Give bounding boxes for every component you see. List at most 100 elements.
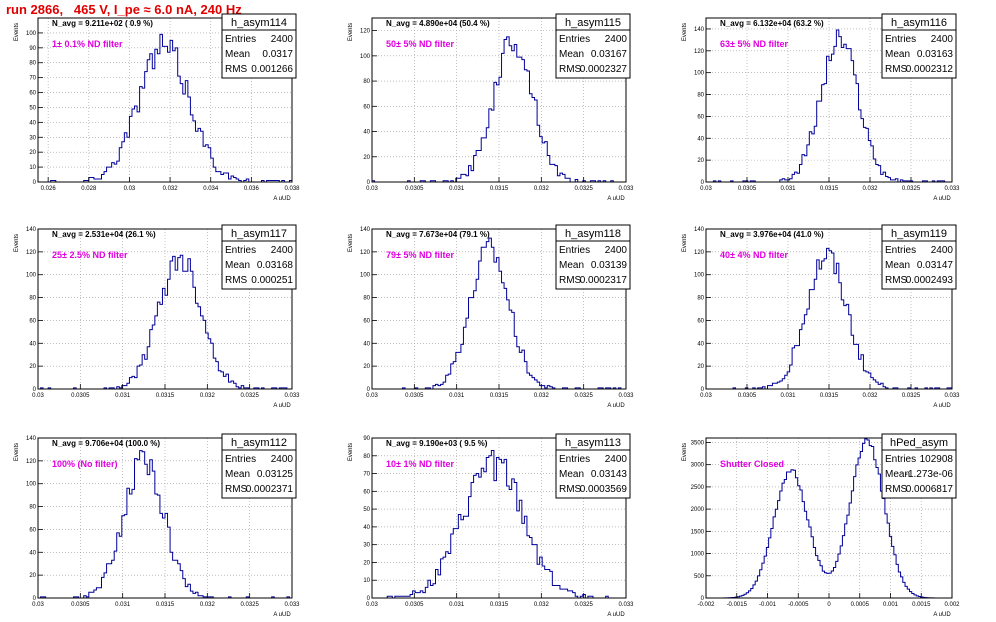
- y-tick-label: 0: [701, 596, 705, 602]
- stat-value: 2400: [271, 454, 294, 465]
- x-tick-label: 0.036: [244, 186, 260, 192]
- y-tick-label: 3000: [691, 463, 705, 469]
- histogram-name: h_asym116: [891, 17, 947, 29]
- y-tick-label: 40: [697, 136, 704, 142]
- stat-value: 102908: [920, 454, 954, 465]
- navg-label: N_avg = 4.890e+04 (50.4 %): [386, 19, 490, 28]
- x-tick-label: 0.031: [115, 602, 131, 608]
- x-tick-label: 0.03: [124, 186, 136, 192]
- x-tick-label: 0.0315: [820, 393, 839, 399]
- stat-box: [881, 224, 957, 290]
- stat-label: Entries: [559, 245, 590, 256]
- histogram-panel: 0.03 0.0305 0.031 0.0315 0.032 0.0325 0.033 0 20…: [682, 224, 960, 409]
- stat-label: RMS: [225, 484, 248, 495]
- x-axis-title: A uUD: [607, 196, 625, 202]
- histogram-name: h_asym112: [231, 437, 287, 449]
- histogram-name: h_asym115: [565, 17, 621, 29]
- histogram-bars: [372, 449, 626, 599]
- histogram-bars: [38, 33, 293, 183]
- y-tick-label: 10: [29, 165, 36, 171]
- histogram-panel: 0.03 0.0305 0.031 0.0315 0.032 0.0325 0.033 0 20…: [14, 224, 300, 409]
- y-tick-label: 60: [29, 91, 36, 97]
- y-tick-label: 120: [26, 250, 37, 256]
- stat-label: RMS: [885, 275, 908, 286]
- y-tick-label: 140: [694, 27, 705, 33]
- y-tick-label: 20: [363, 364, 370, 370]
- y-tick-label: 20: [697, 158, 704, 164]
- x-tick-label: -0.002: [697, 602, 715, 608]
- x-tick-label: 0.033: [618, 602, 634, 608]
- x-tick-label: 0.0325: [240, 602, 259, 608]
- x-tick-label: 0.033: [284, 393, 300, 399]
- x-tick-label: 0.0325: [574, 393, 593, 399]
- histogram-panel: 0.03 0.0305 0.031 0.0315 0.032 0.0325 0.033 0 20…: [348, 224, 634, 409]
- y-tick-label: 100: [694, 71, 705, 77]
- plot-frame: [37, 17, 293, 183]
- y-axis-title: Events: [348, 234, 354, 252]
- x-tick-label: 0: [827, 602, 831, 608]
- x-tick-label: 0.0305: [405, 602, 424, 608]
- stat-box: [221, 224, 297, 290]
- y-tick-label: 20: [29, 364, 36, 370]
- stat-label: Mean: [885, 260, 910, 271]
- y-tick-label: 80: [29, 296, 36, 302]
- x-tick-label: 0.034: [203, 186, 219, 192]
- stat-label: Entries: [885, 454, 916, 465]
- x-tick-label: 0.026: [41, 186, 57, 192]
- x-axis-title: A uUD: [933, 196, 951, 202]
- navg-label: N_avg = 6.132e+04 (63.2 %): [720, 19, 824, 28]
- histogram-panel: 0.03 0.0305 0.031 0.0315 0.032 0.0325 0.033 0 10…: [348, 433, 634, 618]
- x-tick-label: 0.001: [883, 602, 899, 608]
- stat-value: 2400: [931, 34, 954, 45]
- y-tick-label: 30: [363, 543, 370, 549]
- stat-value: 0.0002371: [246, 484, 294, 495]
- filter-annotation: 40± 4% ND filter: [720, 250, 788, 260]
- histogram-name: hPed_asym: [890, 437, 948, 449]
- x-axis-title: A uUD: [273, 403, 291, 409]
- x-tick-label: -0.001: [759, 602, 777, 608]
- filter-annotation: 100% (No filter): [52, 459, 118, 469]
- stat-value: 0.03147: [917, 260, 954, 271]
- x-tick-label: 0.0315: [490, 186, 509, 192]
- stat-box: [555, 224, 631, 290]
- stat-label: RMS: [885, 64, 908, 75]
- y-tick-label: 60: [363, 489, 370, 495]
- stat-box: [881, 433, 957, 499]
- y-tick-label: 0: [701, 387, 705, 393]
- x-tick-label: 0.031: [780, 186, 796, 192]
- stat-value: 0.03143: [591, 469, 628, 480]
- stat-value: -1.273e-06: [905, 469, 954, 480]
- y-tick-label: 0: [367, 387, 371, 393]
- stat-label: Mean: [225, 260, 250, 271]
- x-tick-label: 0.03: [700, 186, 712, 192]
- x-tick-label: 0.0305: [405, 186, 424, 192]
- x-tick-label: 0.032: [862, 393, 878, 399]
- stat-value: 2400: [605, 454, 628, 465]
- filter-annotation: Shutter Closed: [720, 459, 784, 469]
- stat-value: 2400: [605, 245, 628, 256]
- x-tick-label: 0.0315: [820, 186, 839, 192]
- x-tick-label: 0.0315: [156, 393, 175, 399]
- stat-label: Entries: [225, 245, 256, 256]
- x-axis-title: A uUD: [273, 196, 291, 202]
- stat-label: Mean: [885, 469, 910, 480]
- stat-value: 0.0317: [262, 49, 293, 60]
- stat-value: 0.03163: [917, 49, 954, 60]
- x-tick-label: 0.0325: [902, 393, 921, 399]
- x-tick-label: 0.0315: [490, 393, 509, 399]
- stat-value: 0.0002312: [906, 64, 954, 75]
- x-tick-label: 0.0305: [71, 393, 90, 399]
- histogram-bars: [706, 247, 953, 390]
- stat-box: [881, 13, 957, 79]
- histogram-bars: [705, 438, 953, 599]
- y-tick-label: 10: [363, 578, 370, 584]
- y-tick-label: 80: [363, 454, 370, 460]
- stat-value: 0.0002327: [580, 64, 628, 75]
- histogram-name: h_asym113: [565, 437, 621, 449]
- y-tick-label: 100: [26, 273, 37, 279]
- y-tick-label: 3500: [691, 440, 705, 446]
- y-tick-label: 120: [694, 250, 705, 256]
- x-tick-label: 0.0325: [240, 393, 259, 399]
- stat-label: RMS: [225, 64, 248, 75]
